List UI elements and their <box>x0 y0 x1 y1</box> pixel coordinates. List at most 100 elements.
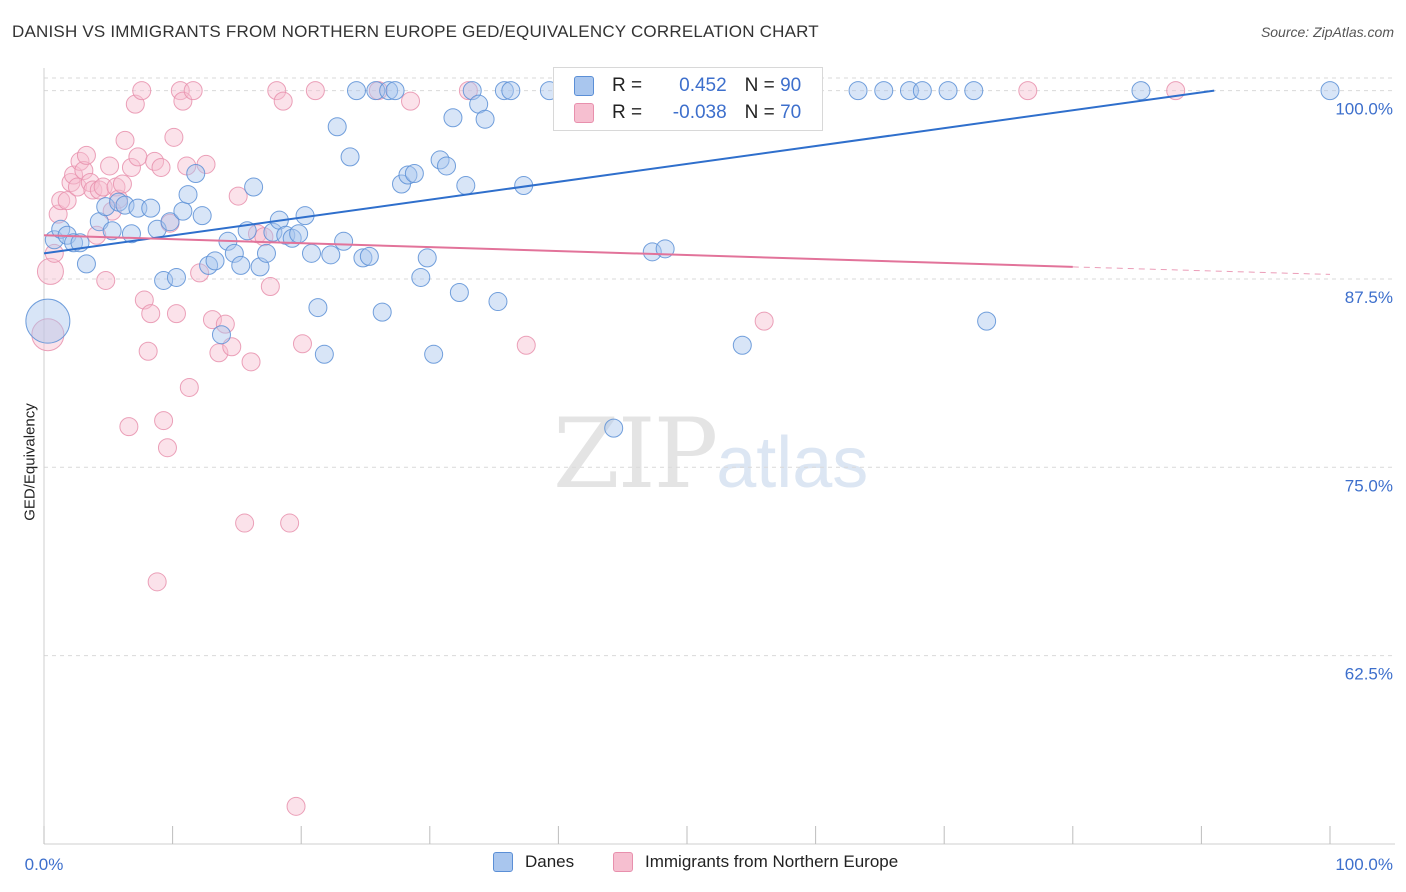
immigrant-point <box>119 417 139 437</box>
immigrant-point <box>516 335 536 355</box>
danes-point <box>327 117 347 137</box>
y-tick-label: 75.0% <box>1345 476 1393 495</box>
danes-point <box>231 255 251 275</box>
immigrant-point <box>280 513 300 533</box>
immigrant-point <box>183 81 203 101</box>
immigrant-point <box>305 81 325 101</box>
danes-point <box>301 243 321 263</box>
danes-point <box>96 197 116 217</box>
danes-point <box>211 325 231 345</box>
immigrant-point <box>179 377 199 397</box>
danes-point <box>398 165 418 185</box>
immigrants-trend-extension <box>1072 266 1331 275</box>
danes-point <box>449 283 469 303</box>
danes-point <box>1131 81 1151 101</box>
danes-trend-line <box>43 89 1215 255</box>
danes-point <box>173 201 193 221</box>
y-tick-label: 100.0% <box>1335 100 1393 119</box>
danes-point <box>289 224 309 244</box>
danes-point <box>385 81 405 101</box>
immigrant-point <box>157 438 177 458</box>
watermark-atlas: atlas <box>716 423 869 503</box>
immigrant-point <box>164 127 184 147</box>
danes-n-value: 90 <box>780 75 802 96</box>
y-tick-label: 87.5% <box>1345 288 1393 307</box>
danes-point <box>642 242 662 262</box>
danes-point <box>494 81 514 101</box>
immigrant-point <box>215 314 235 334</box>
danes-point <box>321 245 341 265</box>
immigrant-point <box>147 572 167 592</box>
danes-point <box>848 81 868 101</box>
immigrant-point <box>115 130 135 150</box>
immigrant-point <box>292 334 312 354</box>
x-tick-label-min: 0.0% <box>25 855 64 874</box>
danes-point <box>192 206 212 226</box>
danes-point <box>115 195 135 215</box>
x-tick-label-max: 100.0% <box>1335 855 1393 874</box>
immigrant-point <box>228 186 248 206</box>
immigrants-swatch <box>574 103 594 123</box>
immigrant-point <box>67 177 87 197</box>
danes-point <box>475 109 495 129</box>
immigrant-point <box>128 147 148 167</box>
series-legend: Danes Immigrants from Northern Europe <box>0 852 1406 878</box>
danes-point <box>308 298 328 318</box>
danes-r-value: 0.452 <box>679 75 727 96</box>
immigrant-point <box>112 174 132 194</box>
immigrant-point <box>1018 81 1038 101</box>
danes-point <box>346 81 366 101</box>
danes-point <box>732 335 752 355</box>
immigrant-point <box>51 191 71 211</box>
danes-point <box>359 246 379 266</box>
danes-point <box>102 221 122 241</box>
immigrant-point <box>89 180 109 200</box>
danes-point <box>964 81 984 101</box>
danes-point <box>154 270 174 290</box>
imm-r-label: R = <box>612 102 643 123</box>
danes-point <box>178 185 198 205</box>
watermark: ZIPatlas <box>553 398 868 510</box>
immigrant-point <box>260 276 280 296</box>
immigrant-point <box>76 145 96 165</box>
danes-point <box>1320 81 1340 101</box>
legend-item-danes: Danes <box>493 852 574 872</box>
danes-point <box>379 81 399 101</box>
immigrant-point <box>202 310 222 330</box>
danes-point <box>256 243 276 263</box>
imm-n-label: N = <box>744 102 775 123</box>
danes-point <box>417 248 437 268</box>
legend-item-immigrants: Immigrants from Northern Europe <box>613 852 898 872</box>
danes-swatch <box>574 76 594 96</box>
immigrant-point <box>121 157 141 177</box>
immigrant-point <box>286 796 306 816</box>
immigrant-point <box>74 160 94 180</box>
immigrant-point <box>401 91 421 111</box>
danes-legend-swatch <box>493 852 513 872</box>
danes-point <box>977 311 997 331</box>
danes-point <box>244 177 264 197</box>
danes-n-label: N = <box>744 75 775 96</box>
danes-point <box>76 254 96 274</box>
imm-r-value: -0.038 <box>672 102 727 123</box>
stats-legend: R = 0.452 N = 90 R = -0.038 N = 70 <box>553 67 823 131</box>
danes-point <box>186 163 206 183</box>
immigrant-point <box>241 352 261 372</box>
danes-point <box>437 156 457 176</box>
danes-point <box>263 222 283 242</box>
immigrant-point <box>96 270 116 290</box>
immigrant-point <box>141 304 161 324</box>
danes-point <box>456 176 476 196</box>
danes-point <box>205 251 225 271</box>
y-tick-label: 62.5% <box>1345 665 1393 684</box>
chart-title: DANISH VS IMMIGRANTS FROM NORTHERN EUROP… <box>12 22 819 41</box>
immigrant-point <box>57 191 77 211</box>
legend-immigrants-label: Immigrants from Northern Europe <box>645 852 899 871</box>
danes-point <box>224 243 244 263</box>
immigrant-point <box>132 81 152 101</box>
imm-n-value: 70 <box>780 102 802 123</box>
danes-point <box>160 212 180 232</box>
immigrant-point <box>36 257 64 285</box>
danes-point <box>411 267 431 287</box>
danes-point <box>501 81 521 101</box>
